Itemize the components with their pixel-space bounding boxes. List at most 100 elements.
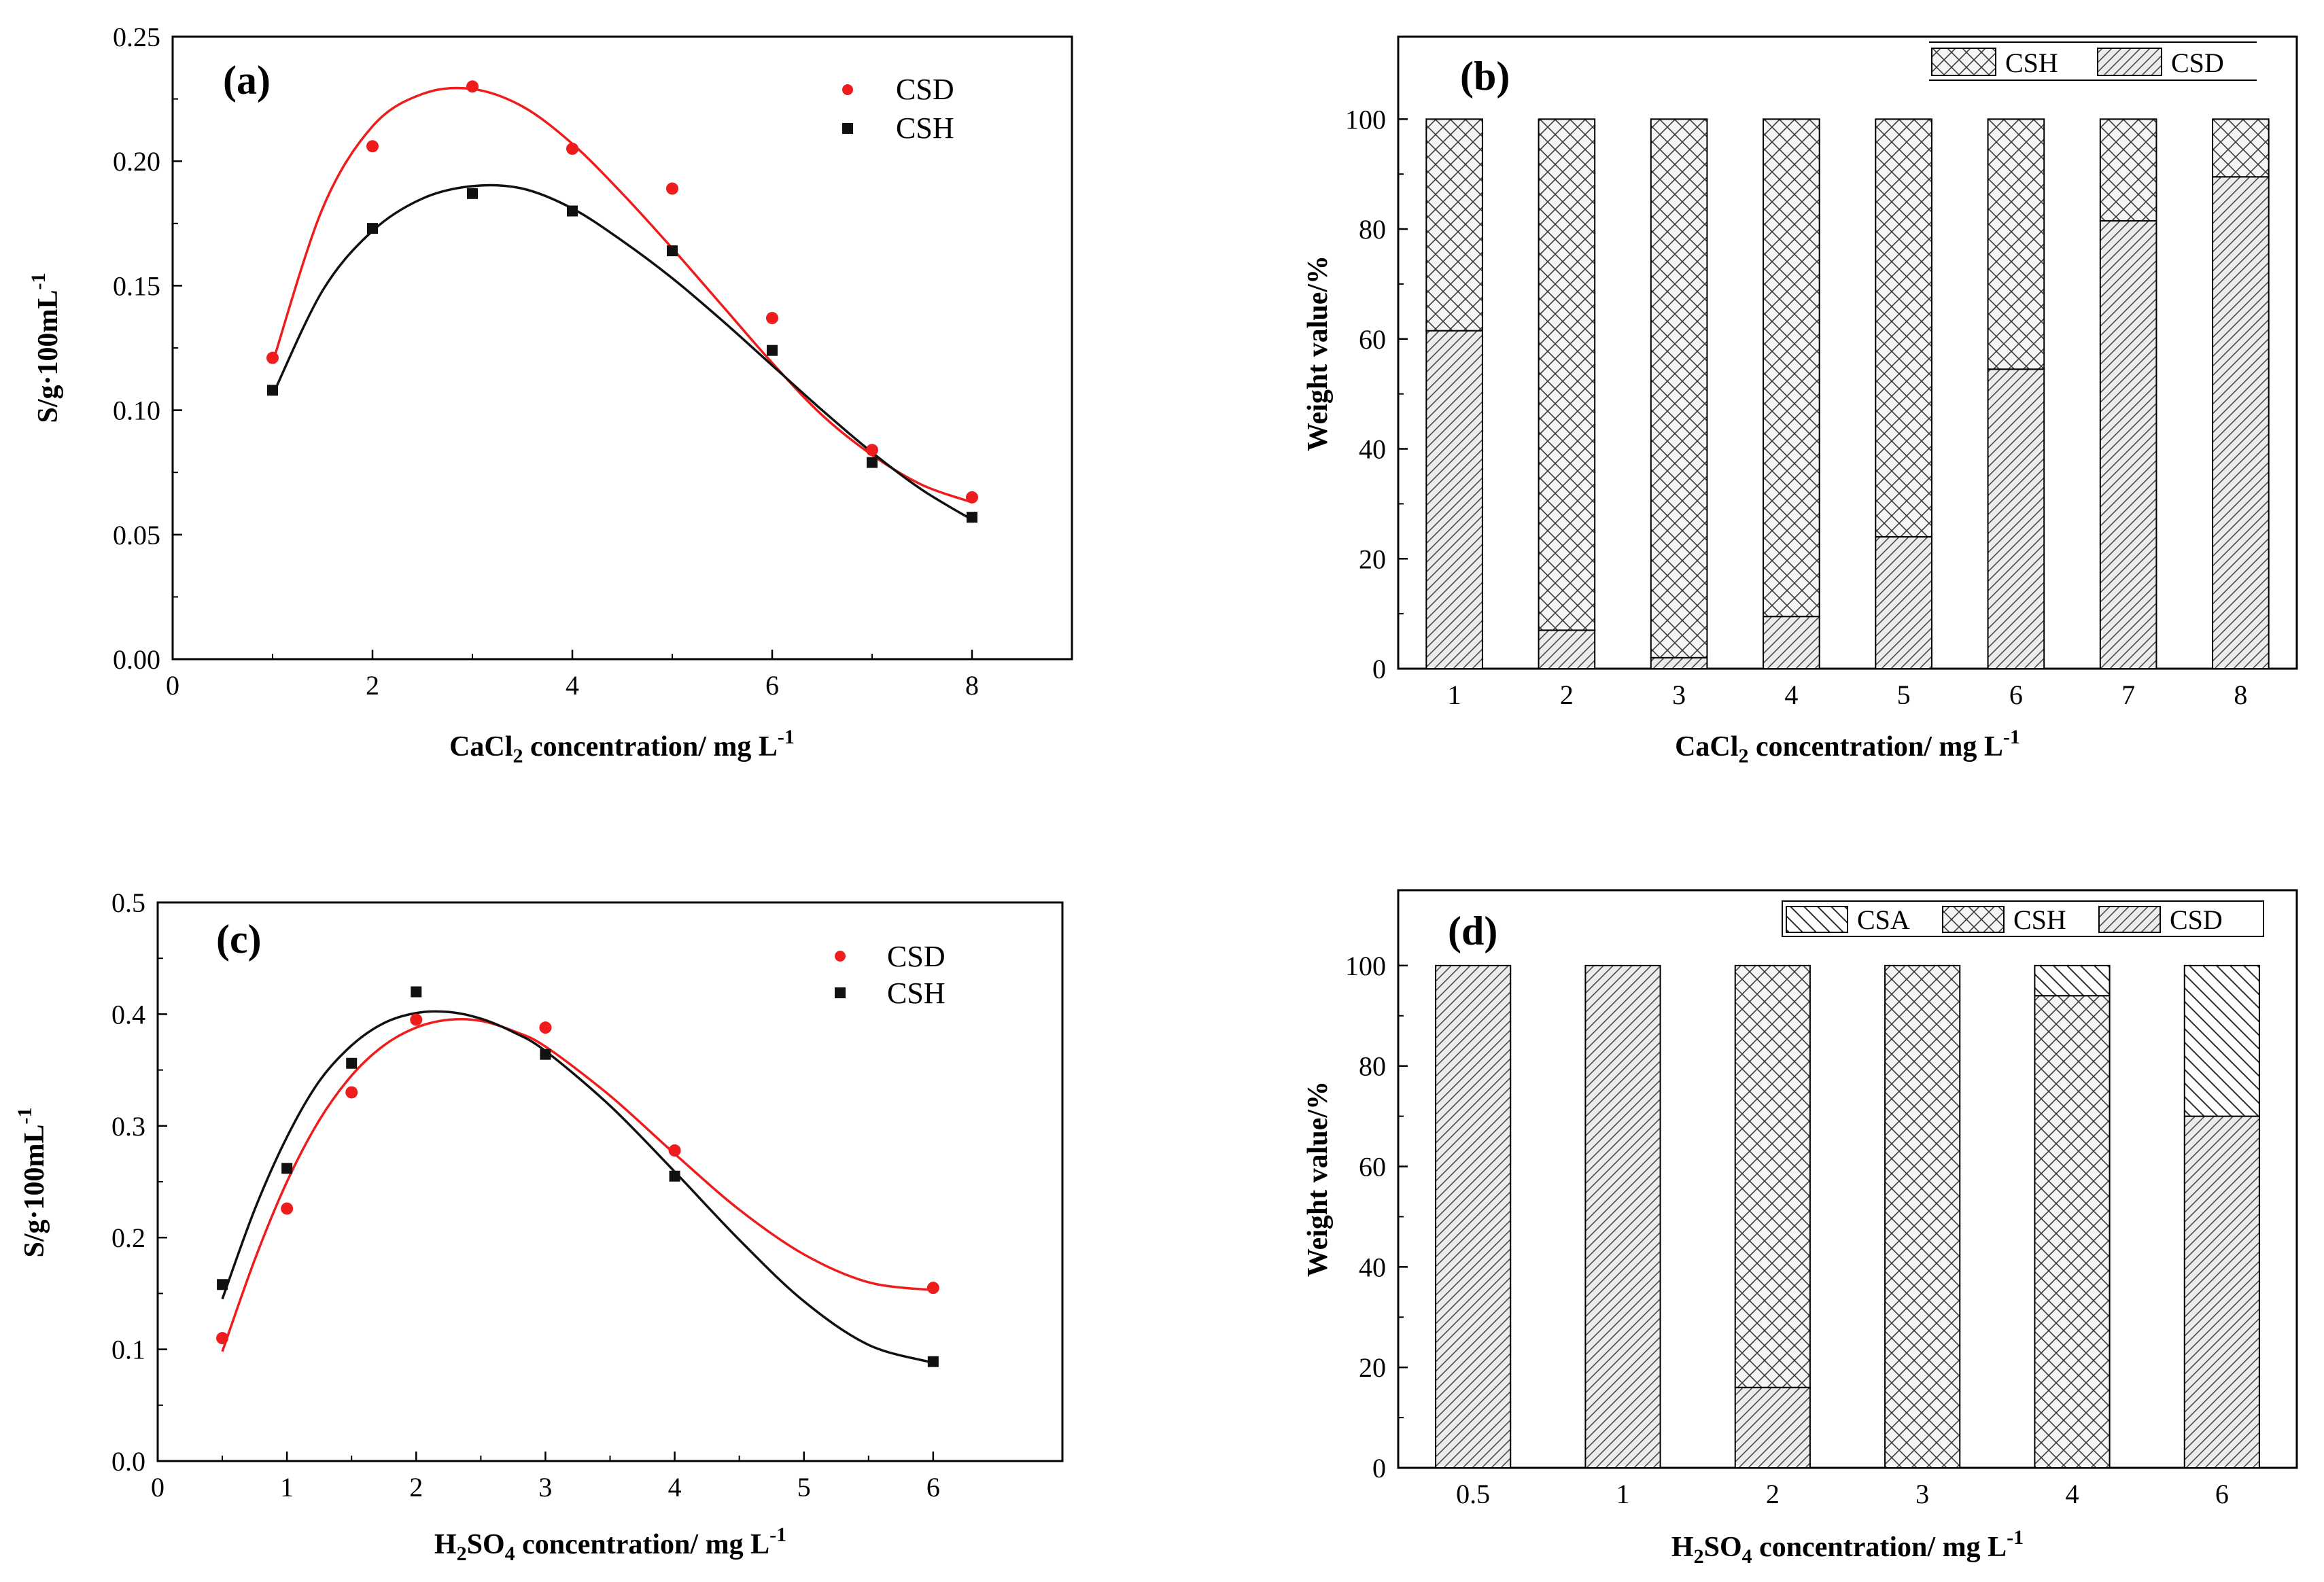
bar-segment-csd (1875, 535, 1932, 669)
y-tick-label: 0.5 (111, 887, 145, 918)
x-tick-label: 8 (965, 670, 979, 701)
x-tick-label: 0 (166, 670, 179, 701)
x-tick-label: 5 (797, 1472, 811, 1502)
fit-curve-csh (271, 183, 973, 521)
bar-segment-csh (1987, 118, 2045, 370)
panel-b-x-axis-title: CaCl2 concentration/ mg L-1 (1675, 726, 2020, 767)
fit-curve-csd (221, 1017, 934, 1352)
x-tick-label: 6 (2009, 680, 2023, 710)
y-tick-label: 0.15 (113, 270, 160, 301)
data-point-csd (366, 140, 379, 153)
panel-c-x-axis-title: H2SO4 concentration/ mg L-1 (434, 1524, 786, 1565)
y-tick-label: 40 (1359, 434, 1386, 465)
data-point-csh (467, 188, 478, 199)
x-tick-label: 3 (538, 1472, 552, 1502)
y-tick-label: 80 (1359, 1051, 1386, 1082)
bar-segment-csd (1650, 656, 1708, 670)
y-tick-label: 0.25 (113, 22, 160, 52)
y-tick-label: 20 (1359, 1352, 1386, 1383)
x-tick-label: 1 (280, 1472, 294, 1502)
y-tick-label: 0.10 (113, 396, 160, 426)
bar-segment-csh (1734, 964, 1811, 1388)
data-point-csd (666, 182, 678, 195)
x-tick-label: 3 (1672, 680, 1686, 710)
x-tick-label: 6 (765, 670, 779, 701)
y-tick-label: 20 (1359, 544, 1386, 574)
data-point-csd (539, 1021, 552, 1034)
panel-d-legend-frame (1782, 900, 2264, 937)
bar-segment-csd (1435, 964, 1512, 1469)
bar-segment-csh (2212, 118, 2270, 178)
bar-segment-csh (2034, 995, 2111, 1469)
panel-d-ticks: 0 20 40 60 80 100 0.5 1 2 3 4 6 (1345, 951, 2229, 1509)
y-tick-label: 40 (1359, 1252, 1386, 1282)
panel-a-legend: CSD CSH (842, 73, 954, 145)
bar-segment-csd (1538, 629, 1596, 669)
x-tick-label: 6 (2215, 1479, 2229, 1509)
bar-segment-csd (1734, 1386, 1811, 1469)
bar-segment-csh (1538, 118, 1596, 631)
fit-curve-csh (221, 1010, 934, 1365)
panel-c-y-axis-title: S/g·100mL-1 (14, 1107, 50, 1257)
data-point-csh (346, 1057, 358, 1069)
x-tick-label: 5 (1897, 680, 1911, 710)
legend-csh-swatch (1942, 906, 2005, 933)
y-tick-label: 0 (1372, 654, 1386, 684)
bar-segment-csd (1987, 368, 2045, 669)
fit-curve-csd (271, 86, 973, 504)
bar-segment-csh (1650, 118, 1708, 658)
panel-c-ticks: 0 1 2 3 4 5 6 0.0 0.1 0.2 0.3 0.4 0.5 (111, 887, 940, 1502)
bar-segment-csa (2183, 964, 2260, 1117)
data-point-csd (345, 1086, 358, 1099)
y-tick-label: 60 (1359, 1152, 1386, 1182)
x-tick-label: 3 (1915, 1479, 1929, 1509)
x-tick-label: 2 (366, 670, 379, 701)
panel-d-legend: CSA CSH CSD (1782, 900, 2264, 937)
panel-c-label: (c) (216, 917, 262, 962)
data-point-csh (567, 205, 578, 217)
bar-segment-csh (2099, 118, 2157, 222)
bar-segment-csh (1763, 118, 1820, 618)
data-point-csd (216, 1332, 229, 1345)
legend-csh-marker (835, 987, 846, 998)
bar-segment-csd (2212, 176, 2270, 669)
legend-csh-label: CSH (2013, 904, 2066, 935)
x-tick-label: 1 (1448, 680, 1461, 710)
panel-c-fit-curves (221, 1010, 934, 1365)
y-tick-label: 100 (1345, 951, 1386, 981)
panel-d-chart: 0 20 40 60 80 100 0.5 1 2 3 4 6 (d) CSA CSH CSD H2S… (1302, 889, 2298, 1568)
y-tick-label: 0.4 (111, 999, 145, 1030)
y-tick-label: 80 (1359, 214, 1386, 245)
data-point-csd (766, 312, 778, 325)
panel-c-chart: 0 1 2 3 4 5 6 0.0 0.1 0.2 0.3 0.4 0.5 (c) CSD CSH H2… (14, 887, 1064, 1565)
x-tick-label: 2 (1560, 680, 1574, 710)
panel-b-legend: CSH CSD (1929, 41, 2257, 81)
panel-b-label: (b) (1460, 54, 1510, 99)
data-point-csd (866, 444, 878, 457)
legend-csh-swatch (1931, 48, 1996, 76)
x-tick-label: 4 (1784, 680, 1798, 710)
legend-csd-label: CSD (2170, 904, 2223, 935)
legend-csh-marker (842, 123, 853, 134)
data-point-csd (668, 1144, 681, 1157)
bar-segment-csh (1884, 964, 1961, 1469)
y-tick-label: 0.05 (113, 520, 160, 550)
data-point-csh (267, 385, 278, 396)
x-tick-label: 6 (926, 1472, 940, 1502)
data-point-csd (466, 80, 479, 93)
x-tick-label: 0.5 (1456, 1479, 1490, 1509)
y-tick-label: 0.1 (111, 1335, 145, 1365)
x-tick-label: 8 (2234, 680, 2247, 710)
panel-c-data-points (216, 986, 939, 1367)
x-tick-label: 2 (409, 1472, 423, 1502)
y-tick-label: 0 (1372, 1453, 1386, 1483)
bar-segment-csd (1425, 330, 1483, 669)
panel-c-legend: CSD CSH (835, 940, 946, 1010)
panel-d-bars (1435, 964, 2260, 1469)
data-point-csd (410, 1013, 423, 1026)
y-tick-label: 0.2 (111, 1223, 145, 1253)
bar-segment-csd (1763, 616, 1820, 669)
bar-segment-csd (2183, 1115, 2260, 1469)
data-point-csh (667, 245, 678, 257)
